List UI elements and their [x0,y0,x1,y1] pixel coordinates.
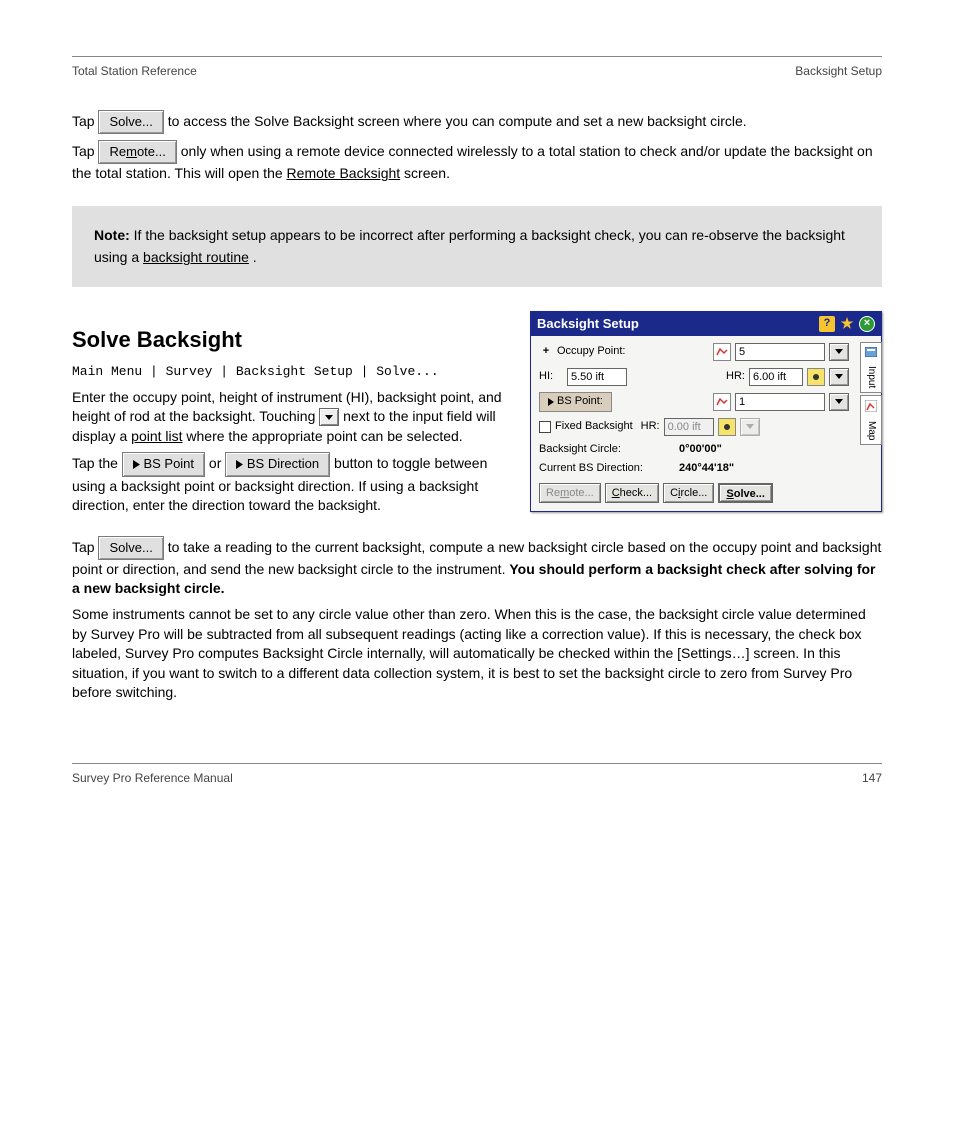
text: Tap the [72,455,122,471]
solve-paragraph-4: Some instruments cannot be set to any ci… [72,605,882,703]
fixed-bs-row: Fixed Backsight HR: [539,417,849,437]
window-body: Input Map + Occupy Point: [531,336,881,511]
window-titlebar: Backsight Setup ? ★ × [531,312,881,336]
checkbox-box [539,421,551,433]
footer-left: Survey Pro Reference Manual [72,770,233,787]
fixed-bs-label: Fixed Backsight [555,419,633,434]
input-tab-icon [865,347,877,362]
section-title: Solve Backsight [72,325,512,356]
bs-point-btn-label: BS Point: [557,394,603,409]
bs-point-row: BS Point: [539,392,849,412]
bs-point-button-ref: BS Point [122,452,205,476]
text: Tap [72,113,98,129]
circle-button[interactable]: Circle... [663,483,714,503]
hi-hr-row: HI: HR: [539,367,849,387]
occupy-row: + Occupy Point: [539,342,849,362]
header-breadcrumb: Total Station Reference [72,63,197,80]
direction-label: Current BS Direction: [539,461,679,476]
circle-label: Backsight Circle: [539,442,679,457]
intro-paragraph-2: Tap Remote... only when using a remote d… [72,140,882,184]
remote-button-ref: Remote... [98,140,176,164]
note-text: . [253,249,257,265]
button-row: Remote... Check... Circle... Solve... [539,483,849,503]
occupy-point-input[interactable] [735,343,825,361]
bs-direction-button-ref: BS Direction [225,452,330,476]
tab-map[interactable]: Map [860,395,882,445]
circle-value: 0°00'00" [679,442,722,457]
solve-button[interactable]: Solve... [718,483,773,503]
current-bs-direction-row: Current BS Direction: 240°44'18" [539,461,849,476]
header-rule [72,56,882,57]
plus-icon: + [539,344,553,359]
pick-from-map-icon[interactable] [713,393,731,411]
bs-hr-label: HR: [641,419,660,434]
intro-paragraph-1: Tap Solve... to access the Solve Backsig… [72,110,882,134]
check-button[interactable]: Check... [605,483,659,503]
note-label: Note: [94,227,130,243]
backsight-routine-link[interactable]: backsight routine [143,249,249,265]
text: screen. [404,165,450,181]
backsight-circle-row: Backsight Circle: 0°00'00" [539,442,849,457]
remote-button: Remote... [539,483,601,503]
header-context: Backsight Setup [795,63,882,80]
occupy-label: Occupy Point: [557,344,625,359]
bs-hr-dropdown [740,418,760,436]
pick-from-map-icon[interactable] [713,343,731,361]
hr-dropdown[interactable] [829,368,849,386]
fixed-backsight-checkbox[interactable]: Fixed Backsight [539,419,633,434]
solve-button-ref: Solve... [98,110,163,134]
bs-point-input[interactable] [735,393,825,411]
prism-icon[interactable] [718,418,736,436]
prism-icon[interactable] [807,368,825,386]
dropdown-icon [319,408,339,426]
close-icon[interactable]: × [859,316,875,332]
occupy-dropdown[interactable] [829,343,849,361]
window-title: Backsight Setup [537,315,639,333]
hr-label: HR: [726,369,745,384]
favorite-icon[interactable]: ★ [839,316,855,332]
tab-input-label: Input [864,366,878,388]
point-list-link[interactable]: point list [131,428,182,444]
side-tabs: Input Map [860,342,882,446]
hi-label: HI: [539,369,563,384]
note-box: Note: If the backsight setup appears to … [72,206,882,287]
text: to access the Solve Backsight screen whe… [168,113,747,129]
bs-point-toggle-button[interactable]: BS Point: [539,392,612,412]
map-tab-icon [865,400,877,417]
backsight-setup-window: Backsight Setup ? ★ × Input [530,311,882,512]
bs-point-dropdown[interactable] [829,393,849,411]
hr-input[interactable] [749,368,803,386]
text: where the appropriate point can be selec… [186,428,462,444]
page-footer: Survey Pro Reference Manual 147 [72,763,882,787]
help-icon[interactable]: ? [819,316,835,332]
text: or [209,455,225,471]
direction-value: 240°44'18" [679,461,734,476]
bs-hr-input [664,418,714,436]
hi-input[interactable] [567,368,627,386]
remote-backsight-link[interactable]: Remote Backsight [287,165,401,181]
solve-paragraph-3: Tap Solve... to take a reading to the cu… [72,536,882,599]
page: Total Station Reference Backsight Setup … [0,0,954,843]
text: Tap [72,538,98,554]
solve-paragraph-2: Tap the BS Point or BS Direction button … [72,452,512,515]
solve-paragraph-1: Enter the occupy point, height of instru… [72,388,512,447]
tab-map-label: Map [864,421,878,440]
tab-input[interactable]: Input [860,342,882,393]
page-header: Total Station Reference Backsight Setup [72,63,882,80]
footer-page-number: 147 [862,770,882,787]
text: Tap [72,143,98,159]
menu-path: Main Menu | Survey | Backsight Setup | S… [72,363,512,381]
text: only when using a remote device connecte… [72,143,873,181]
solve-button-ref: Solve... [98,536,163,560]
